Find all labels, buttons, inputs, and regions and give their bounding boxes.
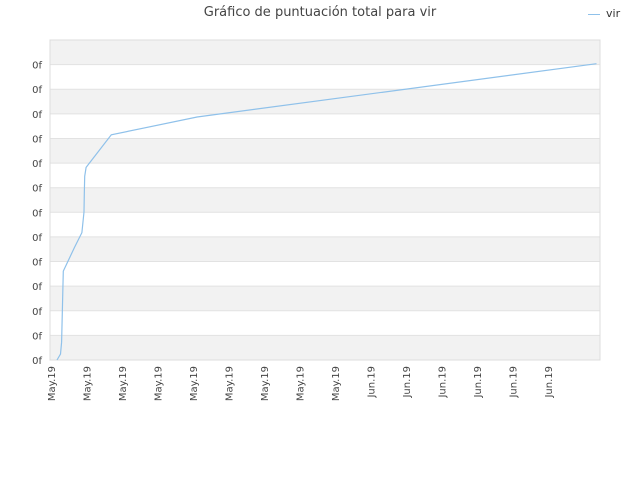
y-tick-label: 0f <box>32 282 42 293</box>
grid-band <box>50 335 600 360</box>
y-tick-label: 0f <box>32 110 42 121</box>
y-tick-label: 0f <box>32 233 42 244</box>
x-tick-label: Jun.19 <box>438 366 449 399</box>
grid-band <box>50 236 600 262</box>
legend-label-vir: vir <box>606 7 621 20</box>
chart-title: Gráfico de puntuación total para vir <box>203 5 437 20</box>
grid-band <box>50 113 600 139</box>
x-tick-label: May.19 <box>154 366 165 401</box>
y-tick-label: 0f <box>32 61 42 72</box>
y-tick-label: 0f <box>32 258 42 269</box>
x-tick-label: May.19 <box>296 366 307 401</box>
grid-band <box>50 212 600 237</box>
x-tick-label: May.19 <box>83 366 94 401</box>
y-tick-label: 0f <box>32 208 42 219</box>
x-tick-label: May.19 <box>225 366 236 401</box>
x-tick-label: May.19 <box>118 366 129 401</box>
grid-band <box>50 138 600 164</box>
y-tick-label: 0f <box>32 85 42 96</box>
x-tick-label: May.19 <box>189 366 200 401</box>
x-tick-label: Jun.19 <box>367 366 378 399</box>
legend-swatch-vir <box>588 13 600 15</box>
grid-band <box>50 89 600 114</box>
series-line-vir <box>56 63 597 361</box>
x-tick-label: May.19 <box>331 366 342 401</box>
y-tick-label: 0f <box>32 331 42 342</box>
grid-band <box>50 64 600 90</box>
y-tick-label: 0f <box>32 184 42 195</box>
grid-band <box>50 286 600 311</box>
plot-frame <box>49 39 601 361</box>
grid-band <box>50 310 600 336</box>
x-tick-label: Jun.19 <box>509 366 520 399</box>
grid-band <box>50 163 600 188</box>
legend: vir <box>588 7 620 20</box>
x-tick-label: Jun.19 <box>473 366 484 399</box>
y-tick-label: 0f <box>32 356 42 367</box>
grid-band <box>50 187 600 213</box>
x-tick-label: Jun.19 <box>544 366 555 399</box>
y-tick-label: 0f <box>32 159 42 170</box>
y-tick-label: 0f <box>32 134 42 145</box>
x-tick-label: May.19 <box>47 366 58 401</box>
y-tick-label: 0f <box>32 307 42 318</box>
grid-band <box>50 40 600 65</box>
x-tick-label: May.19 <box>260 366 271 401</box>
grid-band <box>50 261 600 287</box>
x-tick-label: Jun.19 <box>402 366 413 399</box>
